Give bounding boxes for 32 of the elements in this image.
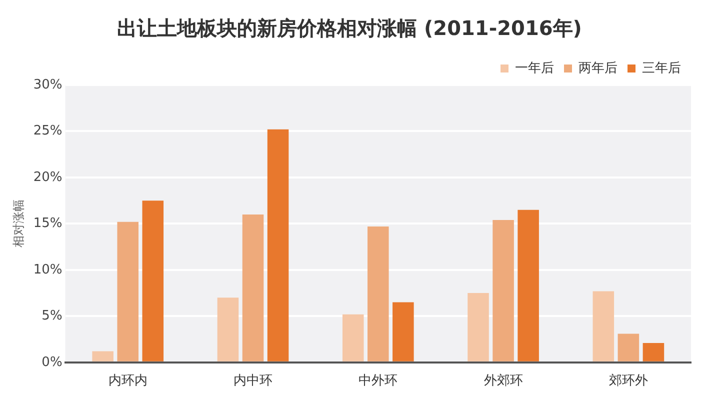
chart-title: 出让土地板块的新房价格相对涨幅 (2011-2016年) <box>117 16 582 40</box>
bar <box>217 298 239 362</box>
bar <box>518 210 539 362</box>
bar <box>392 302 414 362</box>
y-tick-label: 10% <box>33 262 62 278</box>
legend-label: 两年后 <box>578 60 618 76</box>
y-tick-label: 0% <box>42 354 62 370</box>
bar <box>142 200 164 362</box>
y-tick-label: 25% <box>33 124 62 139</box>
bar <box>117 222 138 362</box>
bar <box>492 220 514 362</box>
x-tick-label: 外郊环 <box>484 374 523 389</box>
bar <box>468 293 489 362</box>
bar <box>342 314 364 362</box>
x-tick-label: 中外环 <box>358 374 398 389</box>
y-axis-title: 相对涨幅 <box>11 200 26 248</box>
bar <box>618 334 640 362</box>
bar <box>642 342 664 362</box>
x-tick-label: 郊环外 <box>608 374 648 389</box>
bar <box>267 129 289 362</box>
y-tick-label: 30% <box>33 77 62 92</box>
y-tick-label: 20% <box>33 170 62 185</box>
bar <box>242 214 264 362</box>
bar <box>92 351 114 362</box>
legend-label: 三年后 <box>642 60 681 76</box>
y-tick-label: 5% <box>42 308 62 324</box>
x-tick-label: 内中环 <box>234 374 273 389</box>
legend-label: 一年后 <box>515 60 554 76</box>
bar <box>592 291 614 362</box>
x-tick-label: 内环内 <box>108 374 148 389</box>
bar <box>368 226 389 362</box>
y-tick-label: 15% <box>33 216 62 232</box>
